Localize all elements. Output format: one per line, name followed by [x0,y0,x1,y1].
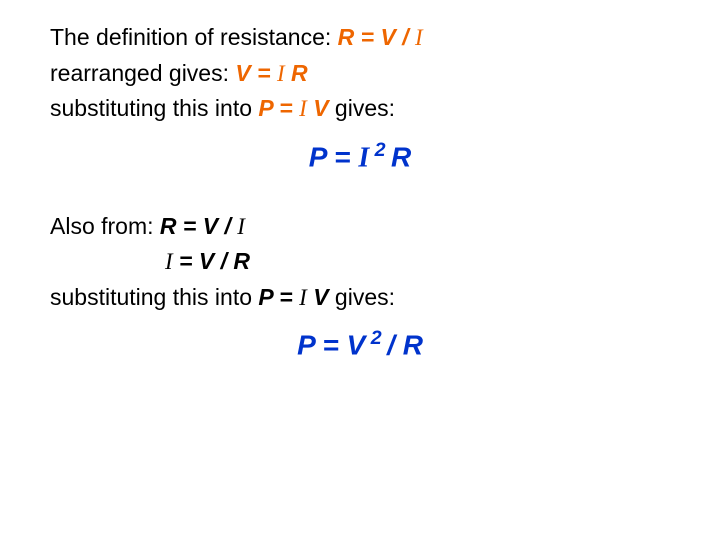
var-I: I [299,285,307,310]
content: The definition of resistance: R = V / I … [50,20,670,362]
text-substituting-1: substituting this into [50,95,258,121]
equation-r-vi: R = V / I [338,24,423,50]
text-rearranged: rearranged gives: [50,60,235,86]
op-eq: = [177,213,203,239]
formula-p-i2r: P = I 2 R [50,139,670,174]
formula-p-v2r: P = V 2 / R [50,327,670,361]
line-2: rearranged gives: V = I R [50,56,670,92]
var-P: P [258,284,273,310]
equation-p-iv-2: P = I V [258,284,335,310]
var-P: P [297,330,322,361]
var-V: V [313,95,328,121]
var-I: I [165,249,173,274]
op-eq: = [273,95,299,121]
text-gives-1: gives: [335,95,395,121]
var-I: I [299,96,307,121]
exp-2: 2 [365,327,387,349]
var-I: I [358,142,369,173]
equation-p-iv-1: P = I V [258,95,335,121]
op-eq: = [173,248,199,274]
op-slash: / [396,24,415,50]
op-eq: = [273,284,299,310]
var-R: R [391,141,411,172]
var-I: I [277,61,285,86]
line-3: substituting this into P = I V gives: [50,91,670,127]
op-slash: / [218,213,237,239]
var-R: R [160,213,177,239]
var-R: R [233,248,250,274]
var-V: V [347,330,366,361]
var-V: V [199,248,214,274]
var-R: R [338,24,355,50]
var-P: P [258,95,273,121]
var-V: V [381,24,396,50]
var-V: V [203,213,218,239]
equation-r-vi-2: R = V / I [160,213,245,239]
line-4: Also from: R = V / I [50,209,670,245]
text-gives-2: gives: [335,284,395,310]
var-P: P [309,141,334,172]
var-I: I [237,214,245,239]
exp-2: 2 [369,139,391,161]
line-6: substituting this into P = I V gives: [50,280,670,316]
var-I: I [415,25,423,50]
var-R: R [403,330,423,361]
op-eq: = [251,60,277,86]
var-V: V [235,60,250,86]
section-2: Also from: R = V / I I = V / R substitut… [50,209,670,362]
op-slash: / [214,248,233,274]
equation-i-vr: I = V / R [165,248,250,274]
op-eq: = [323,330,347,361]
line-5: I = V / R [50,244,670,280]
op-slash: / [387,330,403,361]
var-V: V [313,284,328,310]
line-1: The definition of resistance: R = V / I [50,20,670,56]
text-also-from: Also from: [50,213,160,239]
equation-v-ir: V = I R [235,60,307,86]
text-def-resistance: The definition of resistance: [50,24,338,50]
op-eq: = [334,141,358,172]
op-eq: = [354,24,380,50]
text-substituting-2: substituting this into [50,284,258,310]
var-R: R [291,60,308,86]
